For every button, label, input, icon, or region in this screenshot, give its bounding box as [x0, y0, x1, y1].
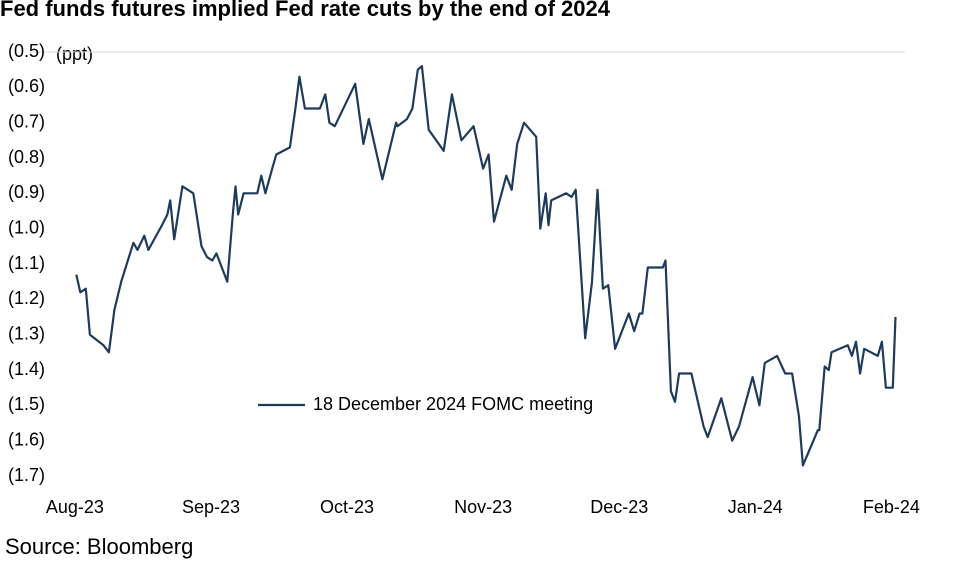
- chart-title: Fed funds futures implied Fed rate cuts …: [0, 0, 611, 21]
- y-tick-label: (0.6): [8, 76, 45, 96]
- y-tick-label: (0.8): [8, 147, 45, 167]
- y-tick-label: (1.1): [8, 253, 45, 273]
- y-tick-label: (0.5): [8, 41, 45, 61]
- y-tick-label: (1.6): [8, 429, 45, 449]
- x-tick-label: Jan-24: [728, 497, 783, 517]
- x-tick-label: Feb-24: [863, 497, 920, 517]
- y-tick-label: (1.2): [8, 288, 45, 308]
- y-axis-label: (ppt): [56, 44, 93, 64]
- x-tick-label: Oct-23: [320, 497, 374, 517]
- x-tick-label: Aug-23: [46, 497, 104, 517]
- line: [75, 65, 897, 467]
- source: Source: Bloomberg: [5, 534, 193, 559]
- y-tick-label: (1.0): [8, 217, 45, 237]
- y-tick-label: (1.4): [8, 359, 45, 379]
- x-tick-label: Sep-23: [182, 497, 240, 517]
- x-tick-label: Dec-23: [590, 497, 648, 517]
- y-tick-label: (0.7): [8, 111, 45, 131]
- y-tick-label: (1.3): [8, 323, 45, 343]
- y-tick-label: (1.7): [8, 465, 45, 485]
- x-tick-label: Nov-23: [454, 497, 512, 517]
- y-tick-label: (0.9): [8, 182, 45, 202]
- y-tick-label: (1.5): [8, 394, 45, 414]
- legend-label: 18 December 2024 FOMC meeting: [313, 394, 593, 414]
